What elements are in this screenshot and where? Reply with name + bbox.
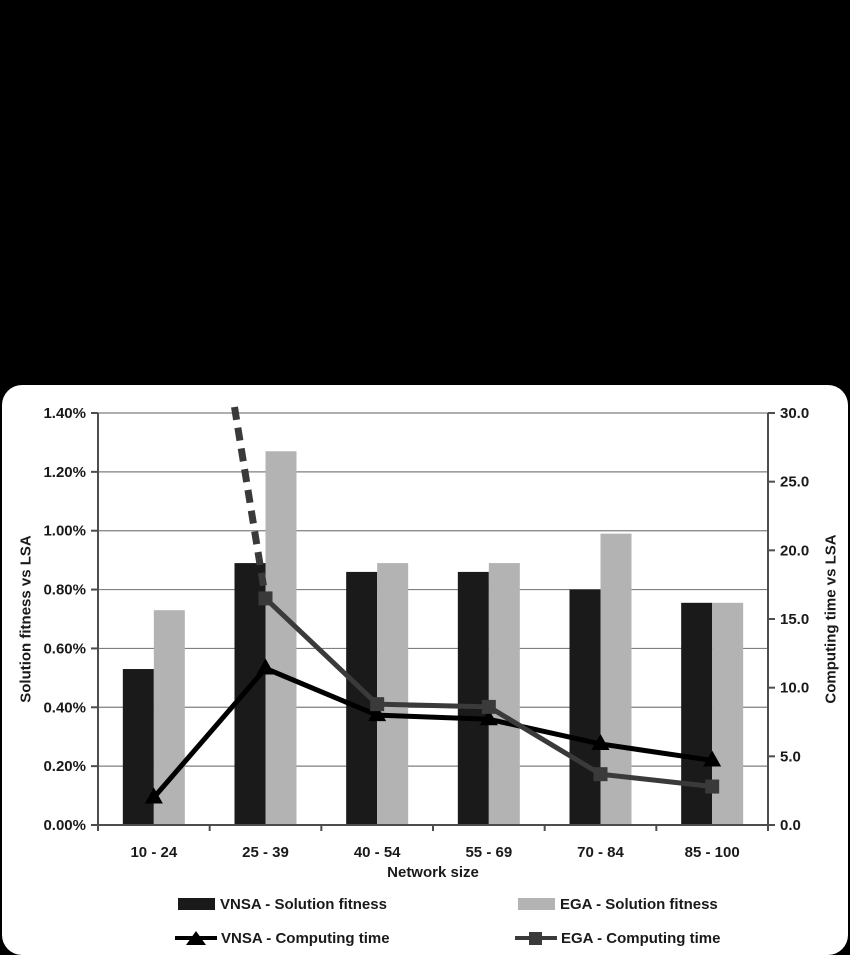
bar-ega-2 xyxy=(377,563,409,825)
square-marker-icon xyxy=(258,591,273,606)
vnsa-line xyxy=(151,665,713,800)
x-category-label: 25 - 39 xyxy=(242,844,289,861)
legend-label-ega-time: EGA - Computing time xyxy=(561,929,721,947)
bar-vnsa-4 xyxy=(569,589,601,825)
triangle-marker-icon xyxy=(256,658,275,675)
combo-chart: 0.00% 0.20% 0.40% 0.60% 0.80% 1.00% 1.20% 1.40%… xyxy=(43,405,809,881)
square-marker-icon xyxy=(705,779,720,794)
bar-ega-4 xyxy=(600,533,632,825)
bar-vnsa-1 xyxy=(234,563,266,825)
right-axis-title-text: Computing time vs LSA xyxy=(822,534,840,704)
legend-label-vnsa-fitness: VNSA - Solution fitness xyxy=(220,895,387,913)
bar-ega-1 xyxy=(265,451,297,825)
right-axis-tick-label: 15.0 xyxy=(780,611,809,628)
square-marker-icon xyxy=(370,697,385,712)
right-axis-tick-label: 30.0 xyxy=(780,405,809,422)
legend-item-ega-time: EGA - Computing time xyxy=(515,929,720,947)
legend-label-vnsa-time: VNSA - Computing time xyxy=(221,929,390,947)
left-axis-tick-label: 1.00% xyxy=(43,523,86,540)
left-axis-tick-label: 1.40% xyxy=(43,405,86,422)
left-axis-tick-label: 1.20% xyxy=(43,464,86,481)
left-axis-tick-label: 0.80% xyxy=(43,582,86,599)
square-marker-icon xyxy=(481,699,496,714)
triangle-marker-icon xyxy=(703,750,722,767)
vnsa-bar-swatch-icon xyxy=(178,898,215,910)
x-category-label: 40 - 54 xyxy=(354,844,401,861)
ega-line-swatch-icon xyxy=(515,929,557,947)
right-axis-tick-label: 25.0 xyxy=(780,474,809,491)
right-axis-tick-label: 0.0 xyxy=(780,817,801,834)
legend-item-vnsa-fitness: VNSA - Solution fitness xyxy=(178,895,387,913)
triangle-marker-icon xyxy=(144,787,163,804)
right-axis-tick-label: 10.0 xyxy=(780,680,809,697)
ega-bar-swatch-icon xyxy=(518,898,555,910)
legend-label-ega-fitness: EGA - Solution fitness xyxy=(560,895,718,913)
left-axis-tick-label: 0.60% xyxy=(43,640,86,657)
right-axis-tick-label: 5.0 xyxy=(780,748,801,765)
square-marker-icon xyxy=(593,767,608,782)
left-axis-tick-label: 0.40% xyxy=(43,699,86,716)
chart-card: 0.00% 0.20% 0.40% 0.60% 0.80% 1.00% 1.20% 1.40%… xyxy=(2,385,848,955)
x-category-label: 85 - 100 xyxy=(685,844,740,861)
triangle-marker-icon xyxy=(591,733,610,750)
x-category-label: 10 - 24 xyxy=(130,844,177,861)
x-category-label: 70 - 84 xyxy=(577,844,624,861)
triangle-marker-icon xyxy=(368,705,387,722)
legend-item-vnsa-time: VNSA - Computing time xyxy=(175,929,390,947)
left-axis-tick-label: 0.00% xyxy=(43,817,86,834)
bar-ega-3 xyxy=(488,563,520,825)
ega-offscale-dashed-line xyxy=(231,406,269,599)
bar-vnsa-3 xyxy=(457,571,489,825)
triangle-marker-icon xyxy=(479,709,498,726)
right-axis-tick-label: 20.0 xyxy=(780,542,809,559)
legend-item-ega-fitness: EGA - Solution fitness xyxy=(518,895,718,913)
x-category-label: 55 - 69 xyxy=(465,844,512,861)
left-axis-tick-label: 0.20% xyxy=(43,758,86,775)
x-axis-title: Network size xyxy=(387,864,479,881)
vnsa-line-swatch-icon xyxy=(175,929,217,947)
left-axis-title-text: Solution fitness vs LSA xyxy=(17,535,35,703)
